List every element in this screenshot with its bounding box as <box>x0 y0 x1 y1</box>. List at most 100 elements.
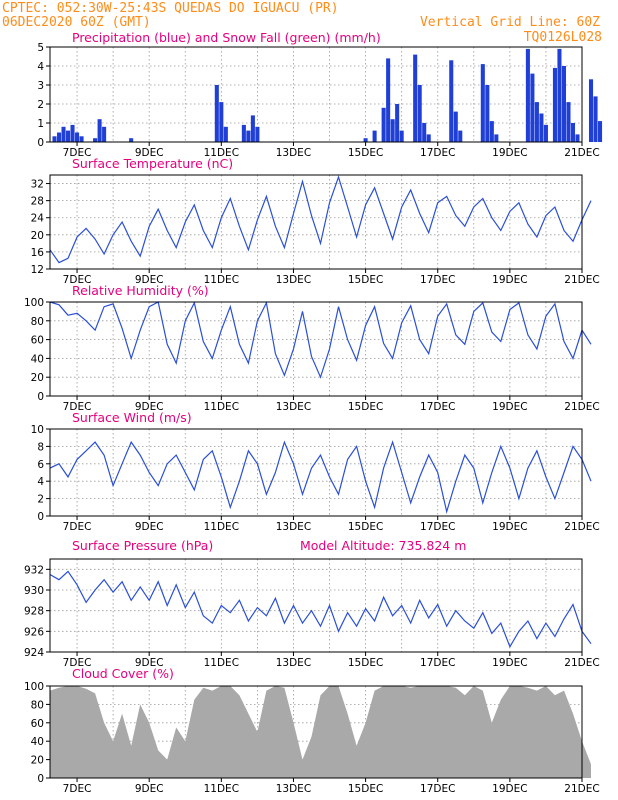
precip-bar <box>219 102 224 142</box>
y-tick-label: 28 <box>31 196 44 208</box>
panel-title: Precipitation (blue) and Snow Fall (gree… <box>72 30 381 45</box>
panel-title: Cloud Cover (%) <box>72 666 174 681</box>
y-tick-label: 926 <box>24 626 44 638</box>
x-tick-label: 17DEC <box>420 521 455 533</box>
y-tick-label: 100 <box>24 297 44 309</box>
x-tick-label: 15DEC <box>348 147 383 159</box>
model-code: TQ0126L028 <box>524 30 602 45</box>
y-tick-label: 100 <box>24 681 44 693</box>
run-date: 06DEC2020 60Z (GMT) <box>2 15 151 30</box>
x-tick-label: 9DEC <box>135 274 164 286</box>
x-tick-label: 13DEC <box>276 274 311 286</box>
precip-bar <box>56 132 62 142</box>
station-title: CPTEC: 052:30W-25:43S QUEDAS DO IGUACU (… <box>2 1 339 16</box>
y-tick-label: 0 <box>37 391 44 403</box>
precip-bar <box>557 48 562 142</box>
precip-bar <box>480 64 485 142</box>
y-tick-label: 4 <box>37 61 44 73</box>
precip-bar <box>66 130 71 142</box>
y-tick-label: 932 <box>24 564 44 576</box>
x-tick-label: 9DEC <box>135 147 164 159</box>
precip-bar <box>223 126 228 142</box>
precip-bar <box>246 130 251 142</box>
precip-bar <box>399 130 404 142</box>
x-tick-label: 21DEC <box>564 657 599 669</box>
plot-frame <box>49 301 583 397</box>
x-tick-label: 7DEC <box>63 274 92 286</box>
precip-bar <box>75 132 80 142</box>
precip-bar <box>453 111 458 142</box>
x-tick-label: 19DEC <box>492 657 527 669</box>
y-tick-label: 4 <box>37 476 44 488</box>
x-tick-label: 7DEC <box>63 657 92 669</box>
precip-bar <box>52 136 57 142</box>
x-tick-label: 13DEC <box>276 521 311 533</box>
panel-6: 0 20 40 60 80 100 7DEC 9DEC 11DEC 13DEC 15DEC 17DEC… <box>24 666 600 795</box>
x-tick-label: 7DEC <box>63 521 92 533</box>
precip-bar <box>570 123 576 142</box>
x-tick-label: 9DEC <box>135 657 164 669</box>
precip-bar <box>413 54 418 142</box>
precip-bar <box>241 124 246 142</box>
precip-bar <box>250 115 255 142</box>
y-tick-label: 0 <box>37 511 44 523</box>
y-tick-label: 20 <box>31 755 44 767</box>
y-tick-label: 5 <box>37 42 44 54</box>
y-tick-label: 6 <box>37 459 44 471</box>
x-tick-label: 11DEC <box>204 274 239 286</box>
plot-frame <box>49 46 583 143</box>
y-tick-label: 1 <box>37 118 44 130</box>
precip-bar <box>372 130 377 142</box>
precip-bar <box>561 66 566 142</box>
x-tick-label: 15DEC <box>348 657 383 669</box>
precip-bar <box>93 138 98 142</box>
y-tick-label: 40 <box>31 353 44 365</box>
precip-bar <box>129 138 134 142</box>
panels: 0 1 2 3 4 5 7DEC 9DEC 11DEC 13DEC 15DEC 17DEC 19DEC 2… <box>24 30 603 795</box>
header: CPTEC: 052:30W-25:43S QUEDAS DO IGUACU (… <box>2 1 602 45</box>
x-tick-label: 21DEC <box>564 147 599 159</box>
precip-bar <box>489 121 494 142</box>
precip-bar <box>381 107 386 142</box>
x-tick-label: 19DEC <box>492 783 527 795</box>
x-tick-label: 9DEC <box>135 401 164 413</box>
y-tick-label: 3 <box>37 80 44 92</box>
precip-bar <box>363 138 368 142</box>
y-tick-label: 60 <box>31 335 44 347</box>
x-tick-label: 19DEC <box>492 147 527 159</box>
plot-frame <box>49 558 583 653</box>
plot-frame <box>49 685 583 779</box>
precip-bar <box>255 126 260 142</box>
y-tick-label: 20 <box>31 230 44 242</box>
x-tick-label: 17DEC <box>420 657 455 669</box>
x-tick-label: 19DEC <box>492 274 527 286</box>
panel-1: 0 1 2 3 4 5 7DEC 9DEC 11DEC 13DEC 15DEC 17DEC 19DEC 2… <box>37 30 603 159</box>
series-line <box>49 440 592 514</box>
y-tick-label: 16 <box>31 247 45 259</box>
x-tick-label: 13DEC <box>276 147 311 159</box>
y-tick-label: 40 <box>31 736 44 748</box>
precip-bar <box>422 123 427 142</box>
panel-subtitle: Model Altitude: 735.824 m <box>300 538 466 553</box>
y-tick-label: 80 <box>31 699 44 711</box>
precip-bar <box>530 73 535 142</box>
precip-bar <box>543 124 548 142</box>
precip-bar <box>494 134 499 142</box>
precip-bar <box>102 126 107 142</box>
x-tick-label: 13DEC <box>276 401 311 413</box>
y-tick-label: 2 <box>37 99 44 111</box>
y-tick-label: 924 <box>24 647 44 659</box>
y-tick-label: 2 <box>37 494 44 506</box>
precip-bar <box>458 130 463 142</box>
x-tick-label: 13DEC <box>276 657 311 669</box>
precip-bar <box>390 119 395 142</box>
x-tick-label: 15DEC <box>348 274 383 286</box>
x-tick-label: 21DEC <box>564 401 599 413</box>
x-tick-label: 17DEC <box>420 274 455 286</box>
x-tick-label: 15DEC <box>348 783 383 795</box>
x-tick-label: 11DEC <box>204 401 239 413</box>
precip-bar <box>566 102 571 142</box>
series-line <box>49 301 592 379</box>
x-tick-label: 13DEC <box>276 783 311 795</box>
